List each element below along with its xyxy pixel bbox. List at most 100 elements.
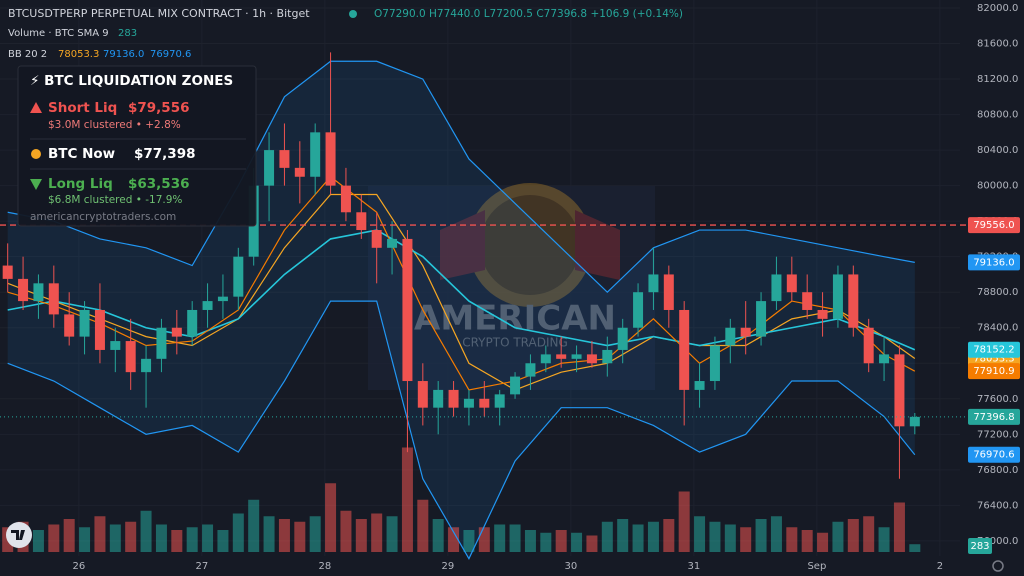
volume-bar — [678, 491, 690, 552]
price-tag-label: 78152.2 — [973, 345, 1014, 356]
symbol-title: BTCUSDTPERP PERPETUAL MIX CONTRACT · 1h … — [8, 7, 310, 20]
watermark-coin — [468, 183, 592, 307]
x-tick-label: 29 — [442, 561, 455, 572]
candle-body — [817, 309, 828, 319]
watermark-coin-inner — [480, 195, 580, 295]
now-value: $77,398 — [134, 146, 196, 162]
volume-bar — [709, 521, 721, 552]
volume-bar — [109, 524, 121, 552]
x-tick-label: 30 — [565, 561, 578, 572]
price-tag — [968, 341, 1020, 358]
price-tag-label: 79136.0 — [973, 257, 1014, 268]
candle-body — [740, 327, 751, 337]
bb-legend-upper: 79136.0 — [103, 49, 144, 60]
volume-bar — [325, 483, 337, 552]
volume-bar — [417, 499, 429, 552]
short-label: Short Liq — [48, 100, 117, 116]
volume-bar — [863, 516, 875, 552]
volume-legend-value: 283 — [118, 28, 137, 39]
ohlc-close: C77396.8 — [536, 8, 587, 20]
ohlc-low: L77200.5 — [484, 8, 533, 20]
price-tag-label: 77396.8 — [973, 412, 1014, 423]
volume-bar — [186, 527, 198, 552]
candle-body — [340, 185, 351, 213]
candle-body — [141, 358, 152, 373]
candle-body — [125, 341, 136, 373]
watermark: AMERICAN CRYPTO TRADING — [414, 183, 620, 350]
candle-body — [894, 354, 905, 427]
volume-bar — [509, 524, 521, 552]
candle-body — [463, 398, 474, 408]
ohlc-change: +106.9 (+0.14%) — [590, 8, 683, 20]
candle-body — [187, 309, 198, 337]
price-tag-label: 77910.9 — [973, 366, 1014, 377]
long-label: Long Liq — [48, 176, 113, 192]
ohlc-high: H77440.0 — [429, 8, 480, 20]
volume-bar — [909, 544, 921, 552]
ohlc: O77290.0 H77440.0 L77200.5 C77396.8 +106… — [374, 8, 683, 20]
band-fill — [7, 61, 915, 559]
candle-body — [310, 132, 321, 177]
volume-bar — [540, 532, 552, 552]
candle-body — [18, 278, 29, 302]
settings-icon[interactable] — [992, 560, 1004, 572]
x-tick-label: 27 — [196, 561, 209, 572]
candle-body — [417, 381, 428, 408]
volume-bar — [217, 530, 229, 552]
candle-body — [494, 394, 505, 408]
volume-bar — [524, 530, 536, 552]
volume-bar — [371, 513, 383, 552]
box-footer: americancryptotraders.com — [30, 211, 176, 223]
x-tick-label: Sep — [807, 561, 826, 572]
volume-bar — [202, 524, 214, 552]
candle-body — [786, 274, 797, 293]
volume-bar — [448, 527, 460, 552]
candle-body — [433, 389, 444, 408]
volume-bar — [340, 510, 352, 552]
down-icon — [30, 179, 42, 190]
candle-body — [356, 212, 367, 231]
candle-body — [202, 301, 213, 310]
volume-bar — [32, 530, 44, 552]
y-tick-label: 81200.0 — [977, 74, 1018, 85]
short-sub: $3.0M clustered • +2.8% — [48, 119, 181, 131]
candle-body — [879, 354, 890, 364]
candle-body — [448, 389, 459, 408]
bb-legend-basis: 78053.3 — [58, 49, 99, 60]
volume-bar — [601, 521, 613, 552]
candle-body — [279, 150, 290, 168]
volume-bar — [478, 527, 490, 552]
y-tick-label: 80800.0 — [977, 110, 1018, 121]
volume-bar — [801, 530, 813, 552]
x-tick-label: 26 — [73, 561, 86, 572]
volume-bar — [263, 516, 275, 552]
candle-body — [264, 150, 275, 186]
candle-body — [709, 345, 720, 382]
volume-bar — [832, 521, 844, 552]
volume-bar — [786, 527, 798, 552]
candle-body — [771, 274, 782, 302]
price-tag — [968, 446, 1020, 463]
x-tick-label: 28 — [319, 561, 332, 572]
y-tick-label: 81600.0 — [977, 39, 1018, 50]
header: BTCUSDTPERP PERPETUAL MIX CONTRACT · 1h … — [8, 7, 683, 60]
volume-bar — [401, 447, 413, 552]
candle-body — [371, 230, 382, 248]
volume-bar — [355, 519, 367, 552]
volume-bar — [617, 519, 629, 552]
y-tick-label: 78400.0 — [977, 323, 1018, 334]
watermark-flags — [440, 210, 620, 280]
candle-body — [648, 274, 659, 293]
price-tag-label: 78053.3 — [973, 354, 1014, 365]
candle-body — [64, 314, 75, 337]
candle-body — [510, 376, 521, 395]
volume-bar — [755, 519, 767, 552]
y-tick-label: 80400.0 — [977, 145, 1018, 156]
bb-legend-lower: 76970.6 — [150, 49, 191, 60]
price-tag — [968, 363, 1020, 380]
price-tag-label: 79556.0 — [973, 220, 1014, 231]
volume-bar — [632, 524, 644, 552]
x-tick-label: 2 — [937, 561, 943, 572]
price-tag-label: 76970.6 — [973, 450, 1014, 461]
